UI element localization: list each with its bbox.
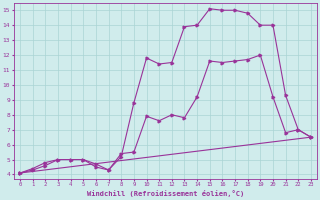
X-axis label: Windchill (Refroidissement éolien,°C): Windchill (Refroidissement éolien,°C): [87, 190, 244, 197]
